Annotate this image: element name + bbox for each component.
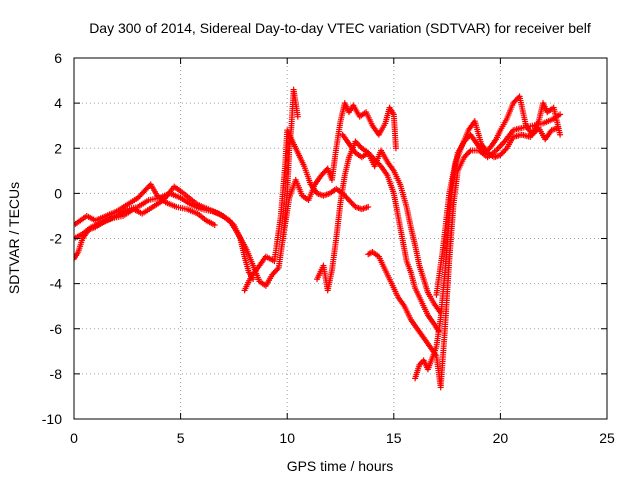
data-point-marker: [557, 131, 564, 138]
y-tick-label: -6: [50, 321, 63, 337]
axis-ticks: 0 5 10 15 20 25 -10 -8 -6 -4 -2 0 2 4 6: [42, 50, 615, 446]
data-point-marker: [365, 203, 372, 210]
y-tick-label: -8: [50, 366, 63, 382]
y-tick-label: 2: [54, 140, 62, 156]
series-arc-2: [74, 181, 218, 228]
chart-title: Day 300 of 2014, Sidereal Day-to-day VTE…: [89, 20, 591, 36]
data-series: [74, 86, 564, 391]
series-arc-10: [433, 100, 564, 298]
data-point-marker: [392, 145, 399, 152]
x-tick-label: 0: [70, 430, 78, 446]
x-tick-label: 25: [599, 430, 615, 446]
data-point-marker: [211, 221, 218, 228]
data-point-marker: [294, 113, 301, 120]
y-tick-label: 4: [54, 95, 62, 111]
series-arc-7: [339, 131, 444, 316]
data-point-marker: [502, 146, 509, 153]
data-point-marker: [74, 255, 77, 262]
x-tick-label: 5: [177, 430, 185, 446]
y-axis-label: SDTVAR / TECUs: [6, 182, 22, 294]
y-tick-label: 0: [54, 185, 62, 201]
y-tick-label: -2: [50, 231, 63, 247]
x-tick-label: 15: [386, 430, 402, 446]
x-tick-label: 20: [493, 430, 509, 446]
series-arc-5: [279, 100, 399, 242]
y-tick-label: -10: [42, 411, 62, 427]
y-tick-label: 6: [54, 50, 62, 66]
x-axis-label: GPS time / hours: [287, 458, 394, 474]
data-point-marker: [274, 266, 281, 273]
x-tick-label: 10: [279, 430, 295, 446]
y-tick-label: -4: [50, 276, 63, 292]
data-point-marker: [466, 148, 473, 155]
